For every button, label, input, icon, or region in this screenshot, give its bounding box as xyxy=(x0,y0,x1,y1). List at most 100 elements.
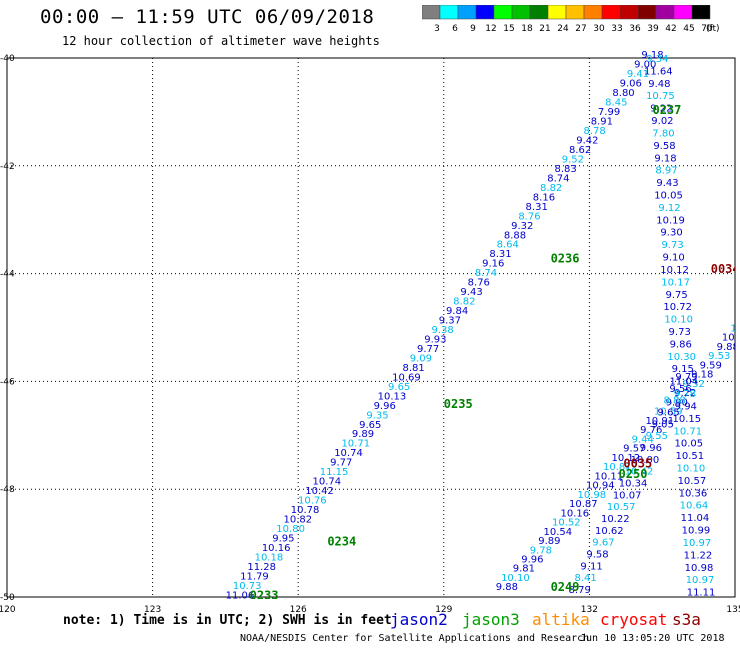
lon-tick-label: 123 xyxy=(144,605,161,615)
wave-height-value: 10.10 xyxy=(677,464,706,475)
wave-height-value: 9.78 xyxy=(674,389,696,400)
wave-height-value: 8.82 xyxy=(453,297,475,308)
wave-height-value: 10.71 xyxy=(341,439,370,450)
wave-height-value: 10.71 xyxy=(674,426,703,437)
wave-height-value: 9.79 xyxy=(675,372,697,383)
scale-unit: (ft) xyxy=(706,24,720,34)
pass-time-label: 0237 xyxy=(652,103,681,117)
wave-height-value: 10.10 xyxy=(501,573,530,584)
wave-height-value: 9.84 xyxy=(446,306,468,317)
wave-height-value: 9.02 xyxy=(651,116,673,127)
wave-height-value: 10.13 xyxy=(378,391,407,402)
pass-time-label: 0249 xyxy=(551,580,580,594)
wave-height-value: 10.62 xyxy=(595,526,624,537)
wave-height-value: 9.41 xyxy=(627,69,649,80)
wave-height-value: 10.82 xyxy=(284,515,313,526)
wave-height-value: 8.88 xyxy=(504,230,526,241)
wave-height-value: 10.17 xyxy=(661,277,690,288)
wave-height-value: 11.64 xyxy=(644,66,673,77)
lon-tick-label: 135 xyxy=(726,605,740,615)
plot-frame xyxy=(6,57,736,598)
wave-height-value: 8.76 xyxy=(468,278,490,289)
scale-label: 39 xyxy=(647,24,659,34)
wave-height-value: 10.51 xyxy=(676,451,705,462)
wave-height-value: 10.53 xyxy=(722,333,740,344)
wave-height-value: 9.90 xyxy=(666,397,688,408)
wave-height-value: 8.83 xyxy=(555,164,577,175)
wave-height-value: 11.79 xyxy=(240,571,269,582)
wave-height-value: 9.22 xyxy=(674,388,696,399)
wave-height-value: 7.80 xyxy=(652,128,674,139)
wave-height-value: 8.80 xyxy=(612,88,634,99)
wave-height-value: 10.97 xyxy=(686,575,715,586)
wave-height-value: 11.04 xyxy=(681,513,710,524)
wave-height-value: 10.99 xyxy=(682,526,711,537)
wave-height-value: 9.75 xyxy=(666,290,688,301)
wave-height-value: 10.42 xyxy=(625,467,654,478)
legend-s3a: s3a xyxy=(672,610,701,629)
wave-height-value: 10.16 xyxy=(561,508,590,519)
wave-height-value: 9.43 xyxy=(460,287,482,298)
pass-time-label: 0234 xyxy=(327,534,356,548)
wave-height-value: 10.97 xyxy=(683,538,712,549)
wave-height-value: 8.76 xyxy=(518,211,540,222)
wave-height-value: 10.69 xyxy=(392,372,421,383)
wave-height-value: 8.45 xyxy=(605,98,627,109)
wave-height-value: 9.18 xyxy=(641,50,663,61)
scale-label: 6 xyxy=(452,24,458,34)
scale-label: 9 xyxy=(470,24,476,34)
wave-height-value: 9.15 xyxy=(672,364,694,375)
wave-height-value: 10.57 xyxy=(607,502,636,513)
wave-height-value: 10.11 xyxy=(594,471,623,482)
wave-height-value: 9.53 xyxy=(708,351,730,362)
map-title: 00:00 — 11:59 UTC 06/09/2018 xyxy=(40,6,375,28)
wave-height-value: 9.18 xyxy=(654,153,676,164)
scale-label: 30 xyxy=(593,24,605,34)
wave-height-value: 10.30 xyxy=(667,352,696,363)
lat-tick-label: -50 xyxy=(0,593,15,603)
wave-height-value: 8.31 xyxy=(526,202,548,213)
lon-tick-label: 132 xyxy=(581,605,598,615)
wave-height-value: 9.55 xyxy=(646,431,668,442)
wave-height-value: 8.82 xyxy=(540,183,562,194)
legend-cryosat: cryosat xyxy=(600,610,668,629)
wave-height-value: 9.42 xyxy=(576,136,598,147)
wave-height-value: 10.18 xyxy=(255,552,284,563)
wave-height-value: 9.38 xyxy=(431,325,453,336)
wave-height-value: 8.64 xyxy=(497,240,519,251)
wave-height-value: 9.86 xyxy=(670,339,692,350)
wave-height-value: 9.52 xyxy=(562,154,584,165)
wave-height-value: 10.42 xyxy=(305,486,334,497)
lat-tick-label: -40 xyxy=(0,54,15,64)
wave-height-value: 9.56 xyxy=(669,384,691,395)
wave-height-value: 11.06 xyxy=(226,590,255,601)
scale-label: 36 xyxy=(629,24,641,34)
wave-height-value: 9.73 xyxy=(661,240,683,251)
wave-height-value: 10.00 xyxy=(631,455,660,466)
wave-height-value: 9.65 xyxy=(658,407,680,418)
wave-height-value: 8.97 xyxy=(655,166,677,177)
wave-height-value: 10.91 xyxy=(645,416,674,427)
scale-label: 33 xyxy=(611,24,622,34)
wave-height-value: 11.15 xyxy=(320,467,349,478)
wave-height-value: 10.05 xyxy=(654,191,683,202)
wave-height-value: 10.80 xyxy=(276,524,305,535)
wave-height-value: 9.93 xyxy=(424,334,446,345)
wave-height-value: 9.88 xyxy=(496,582,518,593)
wave-height-value: 9.06 xyxy=(620,79,642,90)
legend-jason2: jason2 xyxy=(390,610,448,629)
wave-height-value: 10.78 xyxy=(291,505,320,516)
lon-tick-label: 126 xyxy=(290,605,307,615)
wave-height-value: 10.57 xyxy=(678,476,707,487)
legend-jason3: jason3 xyxy=(462,610,520,629)
wave-height-value: 10.52 xyxy=(552,518,581,529)
units-note: note: 1) Time is in UTC; 2) SWH is in fe… xyxy=(63,613,392,628)
wave-height-value: 11.04 xyxy=(669,377,698,388)
wave-height-value: 9.22 xyxy=(650,104,672,115)
wave-height-value: 11.28 xyxy=(247,562,276,573)
wave-height-value: 10.07 xyxy=(613,490,642,501)
pass-time-label: 0035 xyxy=(623,456,652,470)
wave-height-value: 9.58 xyxy=(653,141,675,152)
wave-height-value: 10.10 xyxy=(664,315,693,326)
wave-height-value: 9.32 xyxy=(683,379,705,390)
